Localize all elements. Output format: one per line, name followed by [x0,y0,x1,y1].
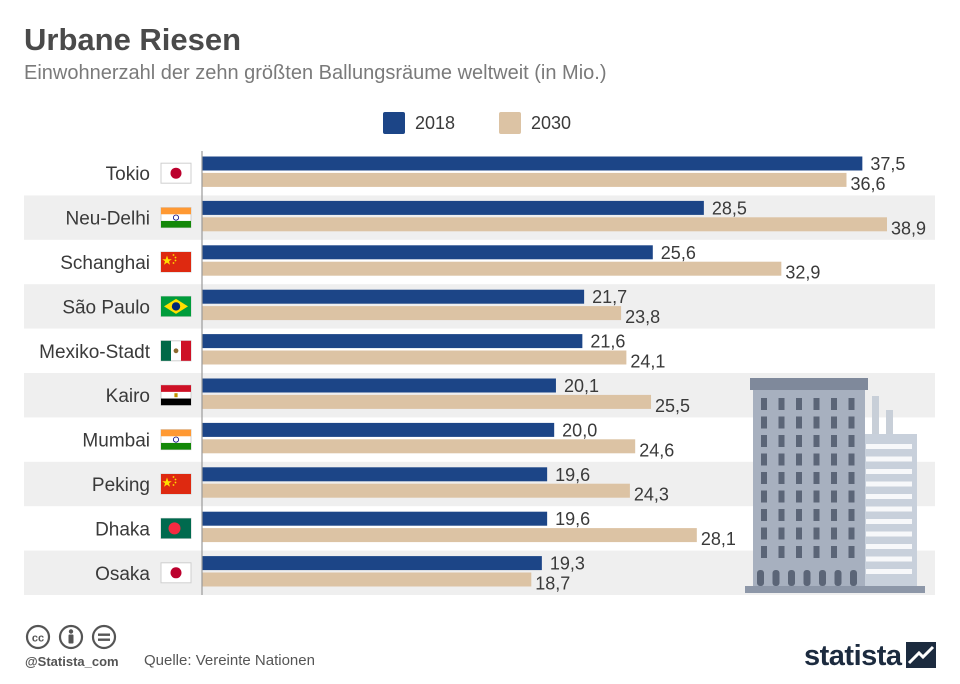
bar-2018 [202,156,863,171]
value-label-2030: 24,1 [630,352,665,372]
value-label-2018: 21,7 [592,287,627,307]
mexico-flag-icon [160,340,192,362]
statista-logo-icon [906,642,936,668]
category-label: São Paulo [62,297,150,318]
bar-chart: Tokio 37,536,6 Neu-Delhi 28,5 38,9 Schanghai 2… [24,151,935,595]
value-label-2030: 24,3 [634,485,669,505]
bar-2030 [202,394,652,409]
bar-2018 [202,245,653,260]
japan-flag-icon [160,562,192,584]
chart-subtitle: Einwohnerzahl der zehn größten Ballungsr… [24,62,607,84]
bar-2030 [202,528,697,543]
value-label-2030: 18,7 [535,574,570,594]
value-label-2030: 24,6 [639,440,674,460]
footer-handle: @Statista_com [25,654,119,669]
value-label-2018: 37,5 [870,154,905,174]
bar-2030 [202,172,847,187]
value-label-2030: 38,9 [891,218,926,238]
category-label: Schanghai [60,253,150,274]
bar-2030 [202,306,622,321]
india-flag-icon [160,207,192,229]
bar-2030 [202,572,532,587]
bar-2018 [202,422,555,437]
bar-2018 [202,467,548,482]
cc-icon: cc [25,624,51,650]
bar-2030 [202,217,887,232]
bar-2030 [202,439,636,454]
legend-swatch-2018 [383,112,405,134]
value-label-2018: 19,6 [555,465,590,485]
skyscraper-illustration [745,378,925,593]
license-icons: cc [25,624,117,650]
no-derivatives-icon [91,624,117,650]
value-label-2018: 25,6 [661,243,696,263]
bar-2018 [202,289,585,304]
value-label-2030: 23,8 [625,307,660,327]
chart-title: Urbane Riesen [24,22,242,57]
category-label: Peking [92,475,150,496]
category-label: Mumbai [82,431,150,452]
china-flag-icon [160,251,192,273]
bar-2018 [202,200,704,215]
legend-item-2030: 2030 [499,111,571,135]
value-label-2018: 21,6 [590,332,625,352]
category-label: Dhaka [95,519,150,540]
statista-logo: statista [804,640,902,672]
bar-2018 [202,556,542,571]
bar-2018 [202,334,583,349]
svg-text:cc: cc [32,633,44,645]
category-label: Osaka [95,564,150,585]
attribution-icon [58,624,84,650]
value-label-2030: 25,5 [655,396,690,416]
bar-2018 [202,378,556,393]
legend-item-2018: 2018 [383,111,455,135]
bar-2030 [202,483,630,498]
value-label-2030: 32,9 [785,263,820,283]
value-label-2030: 28,1 [701,529,736,549]
bar-2018 [202,511,548,526]
value-label-2030: 36,6 [850,174,885,194]
category-label: Kairo [106,386,150,407]
bangladesh-flag-icon [160,517,192,539]
japan-flag-icon [160,162,192,184]
legend-swatch-2030 [499,112,521,134]
bar-2030 [202,261,782,276]
legend-label-2030: 2030 [531,112,572,133]
bar-2030 [202,350,627,365]
value-label-2018: 19,3 [550,554,585,574]
brazil-flag-icon [160,295,192,317]
value-label-2018: 20,0 [562,420,597,440]
category-label: Mexiko-Stadt [39,342,151,363]
category-label: Neu-Delhi [66,209,150,230]
egypt-flag-icon [160,384,192,406]
china-flag-icon [160,473,192,495]
legend-label-2018: 2018 [415,112,456,133]
value-label-2018: 20,1 [564,376,599,396]
category-label: Tokio [106,164,150,185]
value-label-2018: 19,6 [555,509,590,529]
source-note: Quelle: Vereinte Nationen [144,652,315,669]
value-label-2018: 28,5 [712,198,747,218]
india-flag-icon [160,429,192,451]
